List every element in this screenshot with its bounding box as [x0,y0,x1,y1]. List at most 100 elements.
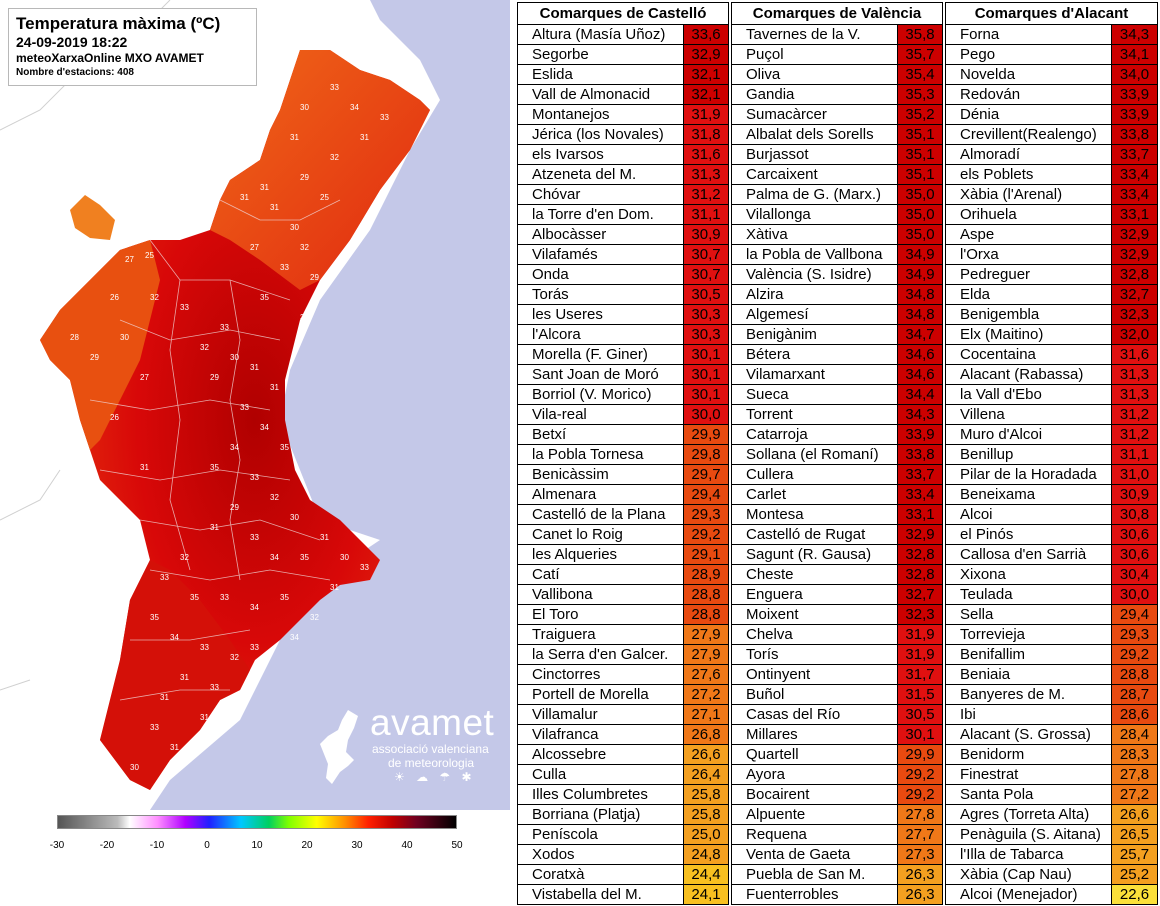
station-name: la Torre d'en Dom. [517,204,684,225]
temperature-map: 25 27 26 28 27 25 26 31 31 31 30 32 33 35 34 33 32 30 29 31… [0,0,510,810]
station-temperature: 27,9 [683,624,729,645]
table-row: la Pobla de Vallbona 34,9 [731,244,943,265]
table-row: Carlet 33,4 [731,484,943,505]
station-temperature: 33,6 [683,24,729,45]
brand-subtitle-1: associació valenciana [372,742,489,756]
table-row: Benidorm 28,3 [945,744,1158,765]
station-name: Torás [517,284,684,305]
station-name: la Pobla de Vallbona [731,244,898,265]
station-temperature-label: 34 [170,633,179,642]
station-temperature: 32,8 [1111,264,1158,285]
station-temperature-label: 32 [260,123,269,132]
table-row: Puebla de San M. 26,3 [731,864,943,885]
station-name: Pilar de la Horadada [945,464,1112,485]
table-row: Muro d'Alcoi 31,2 [945,424,1158,445]
station-temperature-label: 35 [260,293,269,302]
table-row: Vilallonga 35,0 [731,204,943,225]
station-temperature: 26,6 [683,744,729,765]
station-temperature-label: 31 [170,743,179,752]
region-south [100,560,250,790]
station-temperature: 31,1 [683,204,729,225]
table-row: Xàbia (Cap Nau) 25,2 [945,864,1158,885]
station-temperature-label: 29 [230,503,239,512]
station-temperature: 34,8 [897,304,943,325]
table-row: Dénia 33,9 [945,104,1158,125]
station-temperature: 29,7 [683,464,729,485]
station-temperature: 31,0 [1111,464,1158,485]
table-row: Santa Pola 27,2 [945,784,1158,805]
station-temperature: 27,2 [1111,784,1158,805]
table-row: Segorbe 32,9 [517,44,729,65]
station-name: Teulada [945,584,1112,605]
scale-tick-label: 10 [251,840,263,851]
table-row: Puçol 35,7 [731,44,943,65]
station-temperature-label: 31 [270,203,279,212]
table-row: Albalat dels Sorells 35,1 [731,124,943,145]
station-temperature: 32,0 [1111,324,1158,345]
station-temperature: 35,8 [897,24,943,45]
station-temperature-label: 26 [92,169,101,178]
station-temperature: 31,2 [1111,424,1158,445]
station-name: Bétera [731,344,898,365]
station-temperature-label: 31 [270,383,279,392]
station-temperature: 30,1 [683,344,729,365]
station-name: Pedreguer [945,264,1112,285]
table-row: Vilafamés 30,7 [517,244,729,265]
station-name: l'Illa de Tabarca [945,844,1112,865]
station-name: Alpuente [731,804,898,825]
table-row: Alpuente 27,8 [731,804,943,825]
table-row: Beniaia 28,8 [945,664,1158,685]
table-row: la Serra d'en Galcer. 27,9 [517,644,729,665]
station-name: Bocairent [731,784,898,805]
station-temperature-label: 31 [160,693,169,702]
scale-tick-label: 30 [351,840,363,851]
station-temperature: 27,2 [683,684,729,705]
station-temperature: 35,1 [897,124,943,145]
station-name: els Ivarsos [517,144,684,165]
station-name: Coratxà [517,864,684,885]
station-temperature: 31,9 [683,104,729,125]
station-temperature-label: 27 [250,243,259,252]
table-row: Penàguila (S. Aitana) 26,5 [945,824,1158,845]
table-row: Burjassot 35,1 [731,144,943,165]
table-row: Torrevieja 29,3 [945,624,1158,645]
station-temperature: 34,6 [897,364,943,385]
station-name: Cinctorres [517,664,684,685]
table-row: València (S. Isidre) 34,9 [731,264,943,285]
station-name: Albocàsser [517,224,684,245]
station-name: Casas del Río [731,704,898,725]
table-row: Benifallim 29,2 [945,644,1158,665]
map-network: meteoXarxaOnline MXO AVAMET [16,51,204,65]
station-temperature-label: 29 [300,173,309,182]
station-temperature-label: 29 [310,273,319,282]
station-temperature-label: 30 [300,103,309,112]
station-name: Sollana (el Romaní) [731,444,898,465]
station-temperature-label: 35 [150,613,159,622]
region-north [210,50,430,290]
table-row: Bocairent 29,2 [731,784,943,805]
table-row: Carcaixent 35,1 [731,164,943,185]
station-temperature-label: 25 [200,143,209,152]
station-temperature: 24,4 [683,864,729,885]
station-temperature-label: 33 [160,573,169,582]
map-stations-count: Nombre d'estacions: 408 [16,67,134,78]
station-name: Catarroja [731,424,898,445]
table-row: Torrent 34,3 [731,404,943,425]
station-name: Alacant (S. Grossa) [945,724,1112,745]
table-row: Vall de Almonacid 32,1 [517,84,729,105]
station-name: Novelda [945,64,1112,85]
station-name: Tavernes de la V. [731,24,898,45]
station-temperature: 26,4 [683,764,729,785]
table-row: Canet lo Roig 29,2 [517,524,729,545]
scale-tick-label: 50 [451,840,463,851]
table-row: Borriol (V. Morico) 30,1 [517,384,729,405]
station-name: Palma de G. (Marx.) [731,184,898,205]
station-name: Sueca [731,384,898,405]
station-name: Beniaia [945,664,1112,685]
station-temperature-label: 27 [125,255,134,264]
station-name: Buñol [731,684,898,705]
table-row: Vilamarxant 34,6 [731,364,943,385]
table-row: Vallibona 28,8 [517,584,729,605]
station-name: Torrevieja [945,624,1112,645]
station-temperature: 31,6 [683,144,729,165]
